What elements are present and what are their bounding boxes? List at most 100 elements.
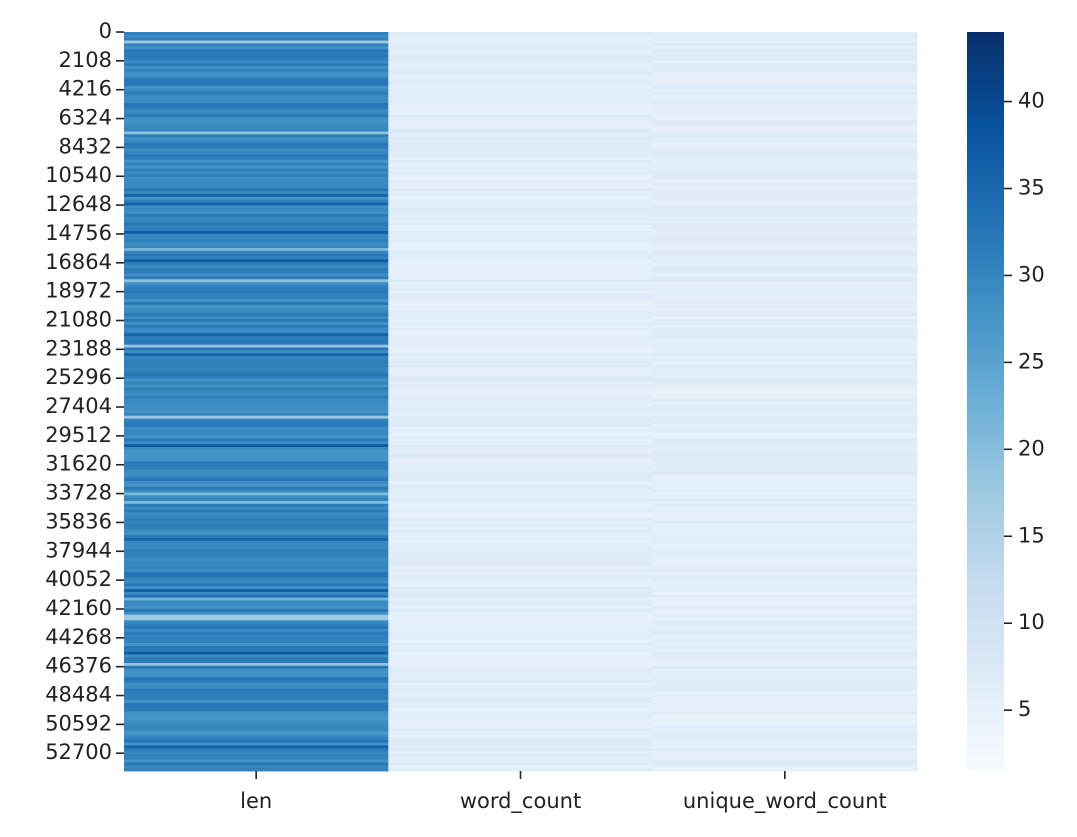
heatmap-cell-word_count — [388, 131, 654, 135]
heatmap-cell-word_count — [388, 68, 654, 73]
heatmap-cell-unique_word_count — [652, 279, 918, 283]
heatmap-cell-unique_word_count — [652, 537, 918, 542]
heatmap-cell-word_count — [388, 49, 654, 53]
heatmap-cell-word_count — [388, 398, 654, 402]
heatmap-cell-word_count — [388, 225, 654, 229]
heatmap-cell-len — [124, 162, 389, 166]
heatmap-cell-len — [124, 316, 389, 320]
heatmap-cell-unique_word_count — [652, 734, 918, 738]
heatmap-cell-word_count — [388, 213, 654, 218]
heatmap-cell-unique_word_count — [652, 373, 918, 377]
heatmap-cell-unique_word_count — [652, 466, 918, 471]
heatmap-cell-unique_word_count — [652, 557, 918, 562]
heatmap-cell-word_count — [388, 478, 654, 482]
heatmap-cell-unique_word_count — [652, 259, 918, 263]
heatmap-cell-unique_word_count — [652, 168, 918, 172]
heatmap-cell-unique_word_count — [652, 728, 918, 732]
x-tick-label-word_count: word_count — [460, 789, 581, 814]
heatmap-cell-word_count — [388, 358, 654, 363]
heatmap-cell-unique_word_count — [652, 140, 918, 144]
heatmap-cell-unique_word_count — [652, 293, 918, 297]
heatmap-cell-len — [124, 660, 389, 664]
heatmap-cell-word_count — [388, 591, 654, 596]
heatmap-cell-unique_word_count — [652, 611, 918, 616]
heatmap-cell-unique_word_count — [652, 455, 918, 459]
heatmap-cell-len — [124, 478, 389, 482]
heatmap-cell-len — [124, 154, 389, 158]
heatmap-cell-unique_word_count — [652, 364, 918, 368]
heatmap-cell-word_count — [388, 645, 654, 650]
heatmap-cell-unique_word_count — [652, 722, 918, 726]
heatmap-cell-unique_word_count — [652, 54, 918, 58]
heatmap-cell-len — [124, 572, 389, 576]
heatmap-cell-word_count — [388, 415, 654, 419]
heatmap-cell-word_count — [388, 421, 654, 425]
heatmap-cell-len — [124, 310, 389, 314]
heatmap-cell-len — [124, 742, 389, 746]
heatmap-cell-unique_word_count — [652, 410, 918, 414]
heatmap-cell-word_count — [388, 509, 654, 513]
heatmap-cell-len — [124, 736, 389, 741]
heatmap-cell-len — [124, 270, 389, 274]
heatmap-cell-word_count — [388, 239, 654, 243]
heatmap-cell-unique_word_count — [652, 714, 918, 718]
heatmap-cell-word_count — [388, 768, 654, 772]
heatmap-cell-unique_word_count — [652, 438, 918, 442]
heatmap-cell-word_count — [388, 77, 654, 81]
heatmap-cell-word_count — [388, 751, 654, 755]
heatmap-cell-len — [124, 350, 389, 354]
heatmap-cell-len — [124, 128, 389, 132]
heatmap-cell-len — [124, 34, 389, 39]
heatmap-cell-word_count — [388, 40, 654, 44]
heatmap-cell-word_count — [388, 506, 654, 510]
heatmap-cell-len — [124, 208, 389, 212]
heatmap-cell-len — [124, 589, 389, 593]
heatmap-cell-len — [124, 105, 389, 110]
heatmap-cell-unique_word_count — [652, 594, 918, 599]
heatmap-cell-unique_word_count — [652, 80, 918, 84]
heatmap-cell-unique_word_count — [652, 591, 918, 596]
heatmap-cell-unique_word_count — [652, 441, 918, 445]
heatmap-cell-len — [124, 634, 389, 638]
heatmap-cell-len — [124, 324, 389, 328]
heatmap-cell-word_count — [388, 665, 654, 670]
heatmap-cell-unique_word_count — [652, 248, 918, 252]
heatmap-cell-unique_word_count — [652, 290, 918, 294]
heatmap-cell-len — [124, 475, 389, 479]
heatmap-cell-len — [124, 239, 389, 243]
heatmap-cell-word_count — [388, 171, 654, 175]
heatmap-cell-len — [124, 171, 389, 175]
heatmap-cell-word_count — [388, 128, 654, 132]
heatmap-cell-len — [124, 722, 389, 726]
heatmap-cell-word_count — [388, 262, 654, 266]
heatmap-cell-word_count — [388, 529, 654, 533]
heatmap-cell-unique_word_count — [652, 68, 918, 73]
heatmap-cell-unique_word_count — [652, 267, 918, 272]
colorbar-tick-label: 5 — [1018, 697, 1031, 721]
heatmap-cell-unique_word_count — [652, 378, 918, 382]
y-tick-label: 44268 — [45, 625, 112, 649]
heatmap-cell-len — [124, 248, 389, 252]
heatmap-cell-word_count — [388, 569, 654, 573]
heatmap-cell-unique_word_count — [652, 307, 918, 311]
heatmap-cell-len — [124, 481, 389, 485]
heatmap-cell-word_count — [388, 321, 654, 326]
heatmap-cell-len — [124, 418, 389, 422]
heatmap-cell-word_count — [388, 259, 654, 263]
heatmap-cell-len — [124, 381, 389, 385]
heatmap-cell-len — [124, 449, 389, 454]
heatmap-cell-word_count — [388, 336, 654, 340]
colorbar-tick-label: 30 — [1018, 262, 1045, 286]
heatmap-cell-unique_word_count — [652, 199, 918, 203]
heatmap-cell-word_count — [388, 276, 654, 280]
heatmap-cell-unique_word_count — [652, 216, 918, 220]
heatmap-cell-len — [124, 63, 389, 67]
heatmap-cell-word_count — [388, 594, 654, 599]
heatmap-cell-word_count — [388, 142, 654, 147]
heatmap-cell-unique_word_count — [652, 515, 918, 519]
heatmap-cell-word_count — [388, 114, 654, 118]
heatmap-cell-word_count — [388, 94, 654, 98]
heatmap-cell-word_count — [388, 611, 654, 616]
heatmap-cell-len — [124, 662, 389, 667]
heatmap-cell-unique_word_count — [652, 523, 918, 527]
